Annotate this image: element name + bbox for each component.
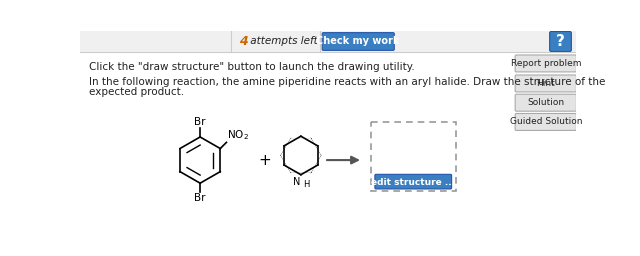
Text: In the following reaction, the amine piperidine reacts with an aryl halide. Draw: In the following reaction, the amine pip… [90, 77, 605, 87]
Text: NO$_2$: NO$_2$ [227, 128, 249, 142]
Text: Br: Br [195, 117, 206, 127]
Text: Br: Br [195, 193, 206, 203]
Text: +: + [258, 153, 271, 168]
Text: Click the "draw structure" button to launch the drawing utility.: Click the "draw structure" button to lau… [90, 61, 415, 71]
Text: Hint: Hint [536, 79, 555, 88]
Polygon shape [282, 139, 320, 172]
FancyBboxPatch shape [550, 31, 572, 51]
FancyBboxPatch shape [515, 55, 577, 72]
Text: Report problem: Report problem [511, 59, 581, 68]
FancyBboxPatch shape [515, 94, 577, 111]
Text: ?: ? [556, 34, 565, 49]
FancyBboxPatch shape [515, 113, 577, 131]
FancyBboxPatch shape [322, 33, 394, 50]
Text: Solution: Solution [527, 98, 564, 107]
FancyBboxPatch shape [375, 174, 452, 189]
Text: expected product.: expected product. [90, 87, 184, 97]
Text: attempts left: attempts left [246, 37, 317, 47]
FancyBboxPatch shape [515, 75, 577, 92]
Bar [371, 122, 456, 191]
Text: Check my work: Check my work [316, 37, 400, 47]
Text: 4: 4 [239, 35, 248, 48]
Text: edit structure ...: edit structure ... [371, 178, 455, 187]
Bar [80, 31, 576, 52]
Text: N: N [292, 177, 300, 187]
Text: Guided Solution: Guided Solution [509, 118, 582, 126]
Text: H: H [303, 180, 310, 189]
